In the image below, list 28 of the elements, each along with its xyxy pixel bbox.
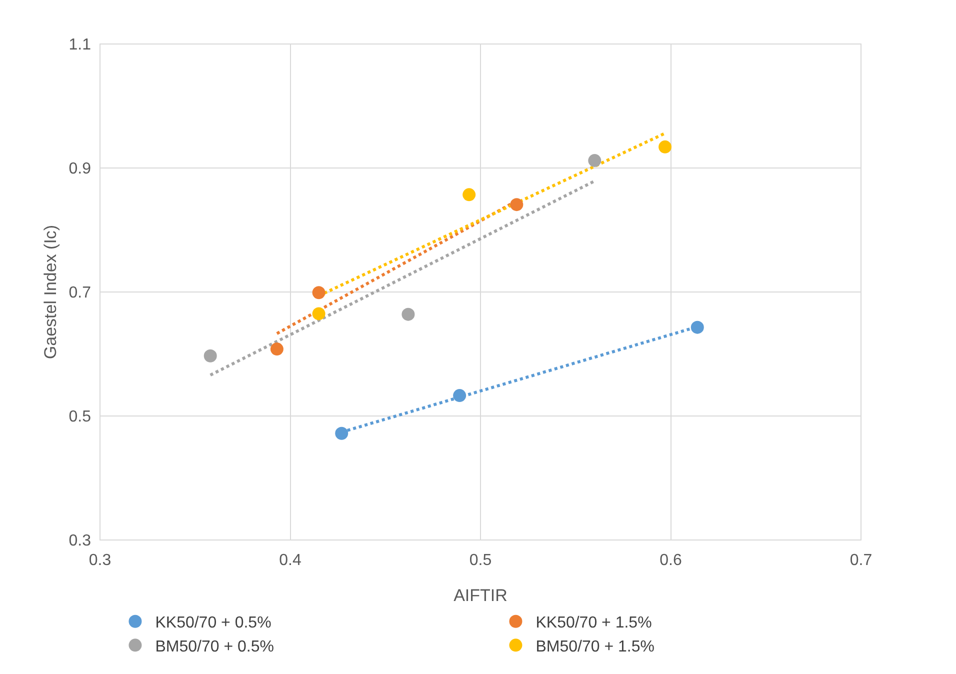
point: [312, 307, 326, 320]
point: [658, 140, 672, 154]
point: [453, 389, 466, 402]
x-tick-label: 0.7: [850, 552, 872, 569]
x-tick-label: 0.3: [88, 552, 112, 569]
y-tick-label: 0.3: [68, 532, 92, 550]
y-tick-label: 1.1: [68, 36, 92, 54]
legend-label: KK50/70 + 0.5%: [155, 614, 272, 632]
y-axis-title: Gaestel Index (Ic): [41, 224, 60, 360]
x-axis-title: AIFTIR: [454, 586, 508, 605]
legend-label: KK50/70 + 1.5%: [536, 614, 652, 632]
x-tick-label: 0.5: [469, 552, 492, 569]
legend-label: BM50/70 + 1.5%: [536, 638, 654, 656]
point: [312, 286, 326, 300]
point: [204, 349, 217, 362]
x-tick-label: 0.6: [660, 552, 682, 569]
y-tick-label: 0.5: [68, 408, 92, 426]
point: [402, 308, 415, 321]
point: [510, 198, 524, 212]
point: [462, 188, 476, 202]
point: [270, 342, 284, 356]
y-tick-label: 0.7: [68, 284, 92, 302]
point: [690, 320, 704, 334]
legend-label: BM50/70 + 0.5%: [155, 638, 274, 656]
point: [335, 426, 348, 440]
y-tick-label: 0.9: [68, 160, 92, 178]
point: [588, 154, 602, 168]
x-tick-label: 0.4: [279, 552, 302, 569]
